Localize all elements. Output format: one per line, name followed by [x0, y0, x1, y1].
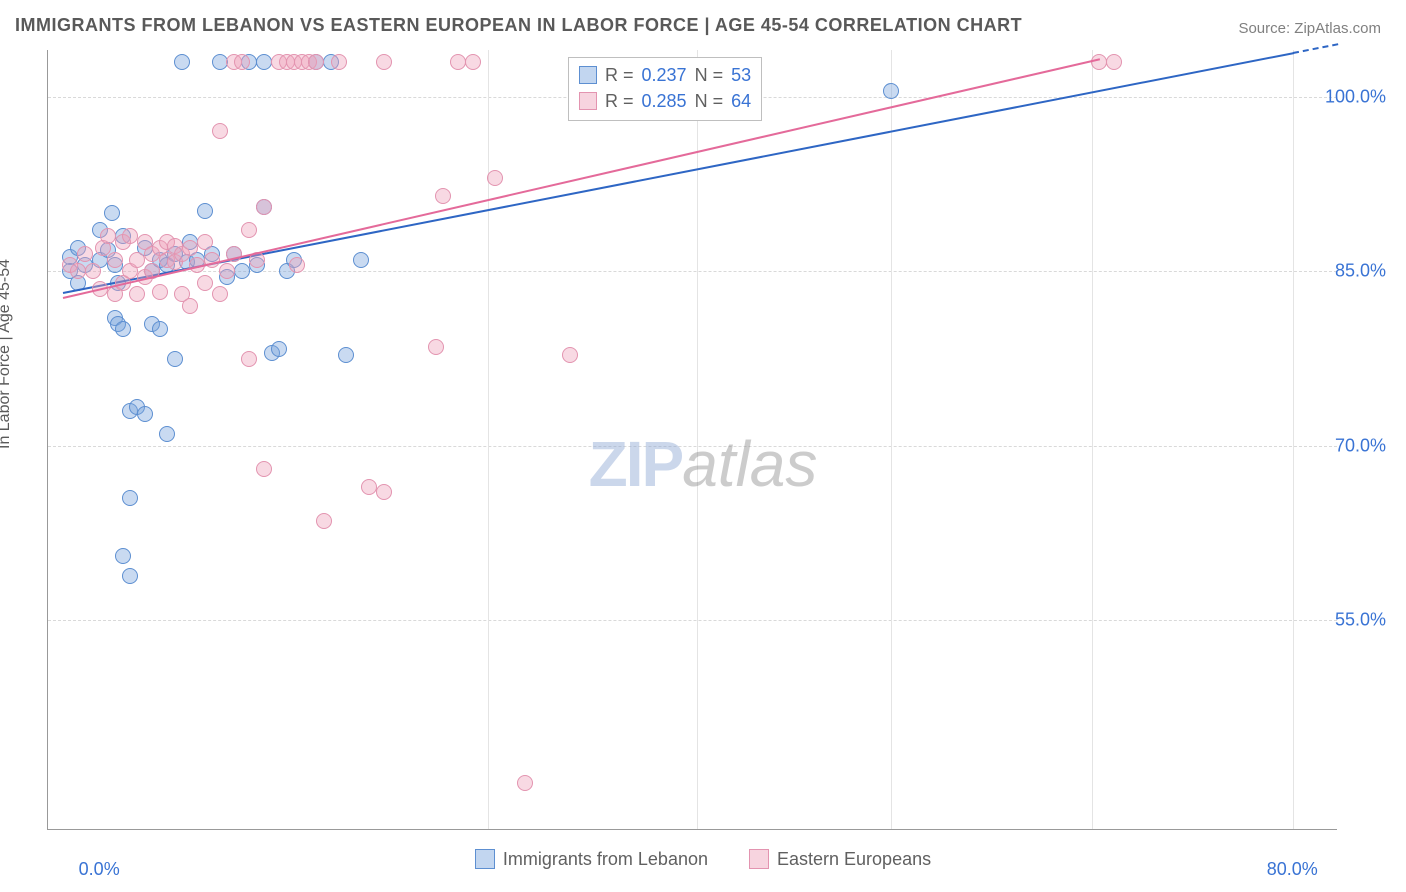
gridline-v — [1092, 50, 1093, 829]
data-point-eastern — [129, 286, 145, 302]
gridline-h — [48, 620, 1337, 621]
legend-item-lebanon: Immigrants from Lebanon — [475, 849, 708, 870]
data-point-eastern — [256, 199, 272, 215]
data-point-lebanon — [104, 205, 120, 221]
x-tick-label: 80.0% — [1267, 859, 1318, 880]
gridline-v — [697, 50, 698, 829]
legend-label-lebanon: Immigrants from Lebanon — [503, 849, 708, 870]
chart-title: IMMIGRANTS FROM LEBANON VS EASTERN EUROP… — [15, 15, 1022, 36]
data-point-lebanon — [159, 426, 175, 442]
data-point-eastern — [487, 170, 503, 186]
corr-n-label: N = — [695, 62, 724, 88]
data-point-lebanon — [883, 83, 899, 99]
legend-label-eastern: Eastern Europeans — [777, 849, 931, 870]
data-point-lebanon — [271, 341, 287, 357]
data-point-eastern — [428, 339, 444, 355]
data-point-eastern — [316, 513, 332, 529]
data-point-lebanon — [256, 54, 272, 70]
data-point-lebanon — [197, 203, 213, 219]
data-point-eastern — [308, 54, 324, 70]
data-point-lebanon — [174, 54, 190, 70]
data-point-eastern — [182, 240, 198, 256]
source-attribution: Source: ZipAtlas.com — [1238, 20, 1381, 37]
data-point-eastern — [465, 54, 481, 70]
gridline-v — [1293, 50, 1294, 829]
data-point-eastern — [435, 188, 451, 204]
data-point-eastern — [562, 347, 578, 363]
data-point-lebanon — [122, 490, 138, 506]
y-axis-label: In Labor Force | Age 45-54 — [0, 259, 14, 449]
corr-swatch — [579, 66, 597, 84]
data-point-eastern — [234, 54, 250, 70]
gridline-v — [891, 50, 892, 829]
y-tick-label: 70.0% — [1335, 435, 1386, 456]
data-point-eastern — [361, 479, 377, 495]
plot-area — [47, 50, 1337, 830]
data-point-eastern — [450, 54, 466, 70]
data-point-lebanon — [122, 568, 138, 584]
corr-swatch — [579, 92, 597, 110]
data-point-lebanon — [152, 321, 168, 337]
corr-r-label: R = — [605, 62, 634, 88]
trendline-dashed-lebanon — [1293, 44, 1338, 55]
data-point-eastern — [376, 54, 392, 70]
corr-row-eastern: R = 0.285 N = 64 — [579, 88, 751, 114]
data-point-eastern — [100, 228, 116, 244]
data-point-eastern — [1106, 54, 1122, 70]
correlation-legend: R = 0.237 N = 53R = 0.285 N = 64 — [568, 57, 762, 121]
data-point-eastern — [219, 263, 235, 279]
data-point-eastern — [107, 252, 123, 268]
legend-swatch-eastern — [749, 849, 769, 869]
data-point-eastern — [241, 222, 257, 238]
data-point-eastern — [85, 263, 101, 279]
data-point-lebanon — [137, 406, 153, 422]
corr-r-label: R = — [605, 88, 634, 114]
bottom-legend: Immigrants from Lebanon Eastern European… — [0, 849, 1406, 875]
data-point-lebanon — [338, 347, 354, 363]
data-point-lebanon — [167, 351, 183, 367]
corr-row-lebanon: R = 0.237 N = 53 — [579, 62, 751, 88]
corr-n-label: N = — [695, 88, 724, 114]
data-point-eastern — [241, 351, 257, 367]
data-point-eastern — [182, 298, 198, 314]
data-point-eastern — [129, 252, 145, 268]
data-point-lebanon — [115, 548, 131, 564]
legend-swatch-lebanon — [475, 849, 495, 869]
data-point-lebanon — [212, 54, 228, 70]
corr-n-value: 53 — [731, 62, 751, 88]
data-point-eastern — [517, 775, 533, 791]
data-point-eastern — [70, 263, 86, 279]
data-point-eastern — [197, 275, 213, 291]
y-tick-label: 100.0% — [1325, 86, 1386, 107]
data-point-eastern — [77, 246, 93, 262]
data-point-eastern — [212, 286, 228, 302]
y-tick-label: 55.0% — [1335, 610, 1386, 631]
y-tick-label: 85.0% — [1335, 261, 1386, 282]
data-point-lebanon — [115, 321, 131, 337]
data-point-eastern — [256, 461, 272, 477]
corr-n-value: 64 — [731, 88, 751, 114]
gridline-h — [48, 446, 1337, 447]
data-point-eastern — [152, 284, 168, 300]
data-point-eastern — [289, 257, 305, 273]
data-point-eastern — [376, 484, 392, 500]
data-point-eastern — [331, 54, 347, 70]
corr-r-value: 0.237 — [642, 62, 687, 88]
data-point-lebanon — [234, 263, 250, 279]
gridline-v — [488, 50, 489, 829]
data-point-eastern — [122, 228, 138, 244]
data-point-lebanon — [353, 252, 369, 268]
data-point-eastern — [197, 234, 213, 250]
legend-item-eastern: Eastern Europeans — [749, 849, 931, 870]
x-tick-label: 0.0% — [79, 859, 120, 880]
data-point-eastern — [212, 123, 228, 139]
corr-r-value: 0.285 — [642, 88, 687, 114]
